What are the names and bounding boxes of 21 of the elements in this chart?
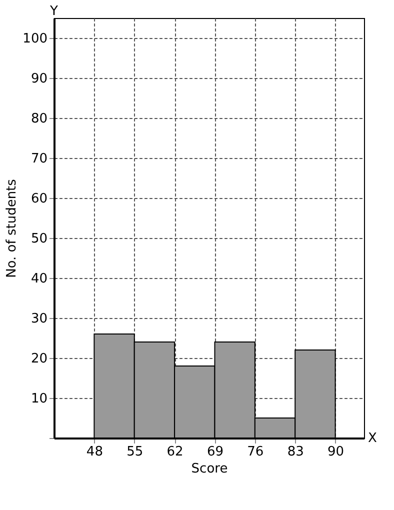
y-tick-label: 10 (30, 392, 48, 406)
text: X (368, 431, 377, 446)
x-axis-title: Score (191, 462, 228, 476)
y-axis-title: No. of students (4, 178, 20, 278)
y-tick-label: 90 (30, 72, 48, 86)
x-tick-label: 62 (166, 444, 184, 460)
y-tick-label: 100 (22, 32, 48, 46)
x-tick-label: 76 (247, 444, 264, 460)
y-tick-label: 60 (30, 192, 48, 206)
y-tick-label: 50 (30, 232, 48, 246)
y-tick-label: 20 (30, 352, 48, 366)
x-tick-label: 69 (206, 444, 224, 460)
x-tick-label: 55 (126, 444, 144, 460)
x-tick-label: 83 (287, 444, 304, 460)
x-tick-label: 48 (86, 444, 103, 460)
x-tick-label: 90 (328, 444, 344, 460)
y-tick-label: 40 (30, 272, 48, 286)
y-tick-label: 80 (30, 112, 48, 126)
annotation: Y (49, 4, 58, 19)
y-tick-label: 30 (30, 312, 48, 326)
y-tick-label: 70 (30, 152, 48, 166)
